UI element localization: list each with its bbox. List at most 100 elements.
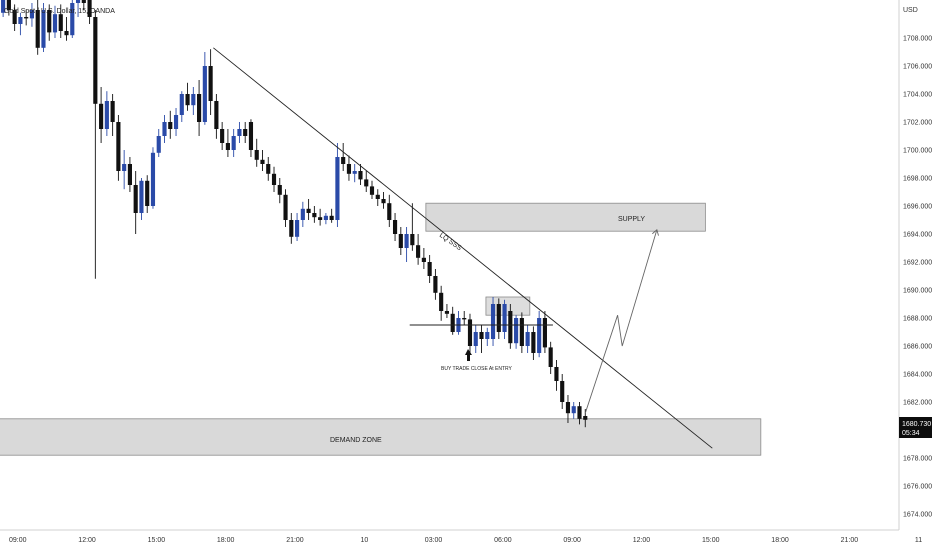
candle-body <box>87 0 92 17</box>
candle <box>283 189 288 227</box>
price-axis[interactable]: USD 1708.000 1706.000 1704.000 1702.000 1700… <box>898 0 932 530</box>
candle-body <box>358 171 363 180</box>
supply-zone[interactable] <box>425 202 706 232</box>
candle <box>35 0 40 55</box>
currency-label: USD <box>903 7 918 14</box>
candle <box>214 94 219 139</box>
candle <box>473 325 478 353</box>
supply-label: SUPPLY <box>618 216 645 223</box>
candle-body <box>29 10 35 19</box>
bar-countdown: 05:34 <box>902 430 920 437</box>
candle-body <box>318 217 323 220</box>
candle <box>444 304 450 318</box>
candle-body <box>139 180 144 213</box>
candle-body <box>514 318 519 344</box>
candle-body <box>283 194 288 220</box>
candle <box>427 255 432 283</box>
candle-body <box>99 103 104 129</box>
candle <box>352 164 357 183</box>
candle <box>122 150 127 190</box>
candle-body <box>75 0 81 3</box>
candle-body <box>64 31 69 36</box>
candle-body <box>467 319 473 346</box>
candle-body <box>18 17 23 24</box>
candle <box>248 119 254 157</box>
candle <box>565 395 571 423</box>
candle <box>318 208 323 226</box>
candle <box>254 138 259 167</box>
price-tick-label: 1682.000 <box>903 400 932 407</box>
candle <box>542 311 547 353</box>
demand-zone[interactable] <box>0 418 762 456</box>
candle <box>243 122 248 143</box>
price-tick-label: 1692.000 <box>903 260 932 267</box>
candle <box>375 189 380 206</box>
candle-body <box>450 313 455 332</box>
candle <box>18 12 23 36</box>
time-tick-label: 09:00 <box>563 537 581 544</box>
candle <box>514 315 519 349</box>
candle-body <box>427 262 432 276</box>
candle <box>306 199 311 220</box>
up-arrow-icon <box>465 349 472 361</box>
candle <box>24 10 29 26</box>
candle-body <box>202 66 207 122</box>
time-axis[interactable]: 09:00 12:00 15:00 18:00 21:00 10 03:00 06:00 09:… <box>0 529 922 544</box>
current-price-tag: 1680.730 05:34 <box>899 417 932 438</box>
candle-body <box>266 164 271 174</box>
candle <box>571 402 576 419</box>
candle <box>548 341 553 374</box>
candle <box>266 157 271 181</box>
candle-body <box>271 173 277 185</box>
candle <box>277 178 282 204</box>
candle <box>12 4 17 31</box>
candle-body <box>387 203 392 220</box>
candle <box>294 213 300 241</box>
projection-path[interactable] <box>584 229 658 414</box>
candle <box>6 0 11 16</box>
candle-body <box>220 129 225 143</box>
candle-body <box>433 276 438 293</box>
candle-body <box>162 122 167 136</box>
descending-trendline[interactable] <box>213 47 713 449</box>
candle-body <box>1 0 6 13</box>
candle <box>197 80 202 136</box>
candle <box>381 192 386 209</box>
time-tick-label: 21:00 <box>841 537 859 544</box>
time-tick-label: 21:00 <box>286 537 304 544</box>
candle <box>127 157 132 192</box>
candle-body <box>335 157 340 220</box>
candle-body <box>231 136 236 150</box>
candle <box>485 327 490 346</box>
candle <box>29 3 35 27</box>
candle-body <box>133 185 138 213</box>
time-tick-label: 18:00 <box>217 537 235 544</box>
candle <box>439 285 444 321</box>
candle-body <box>479 332 484 339</box>
candle <box>202 52 207 125</box>
candle-body <box>392 220 398 234</box>
candle-body <box>197 94 202 122</box>
candle <box>554 360 559 391</box>
candle <box>41 3 46 52</box>
candle-body <box>294 220 300 237</box>
candle-body <box>58 14 63 31</box>
candle-body <box>116 122 121 171</box>
candle <box>502 299 507 339</box>
candle <box>173 108 179 136</box>
candle <box>450 306 455 335</box>
candle-body <box>560 381 565 402</box>
trendline-label: LQ SSS <box>438 232 463 252</box>
candle-body <box>421 257 426 262</box>
candle <box>81 0 86 10</box>
candle <box>231 129 236 157</box>
candle-body <box>6 0 11 10</box>
candle <box>421 248 426 269</box>
candle-body <box>191 94 196 106</box>
candle <box>208 49 213 115</box>
candle-body <box>548 347 553 367</box>
candle <box>496 298 501 339</box>
candle-body <box>542 318 547 348</box>
candle-body <box>104 101 109 129</box>
